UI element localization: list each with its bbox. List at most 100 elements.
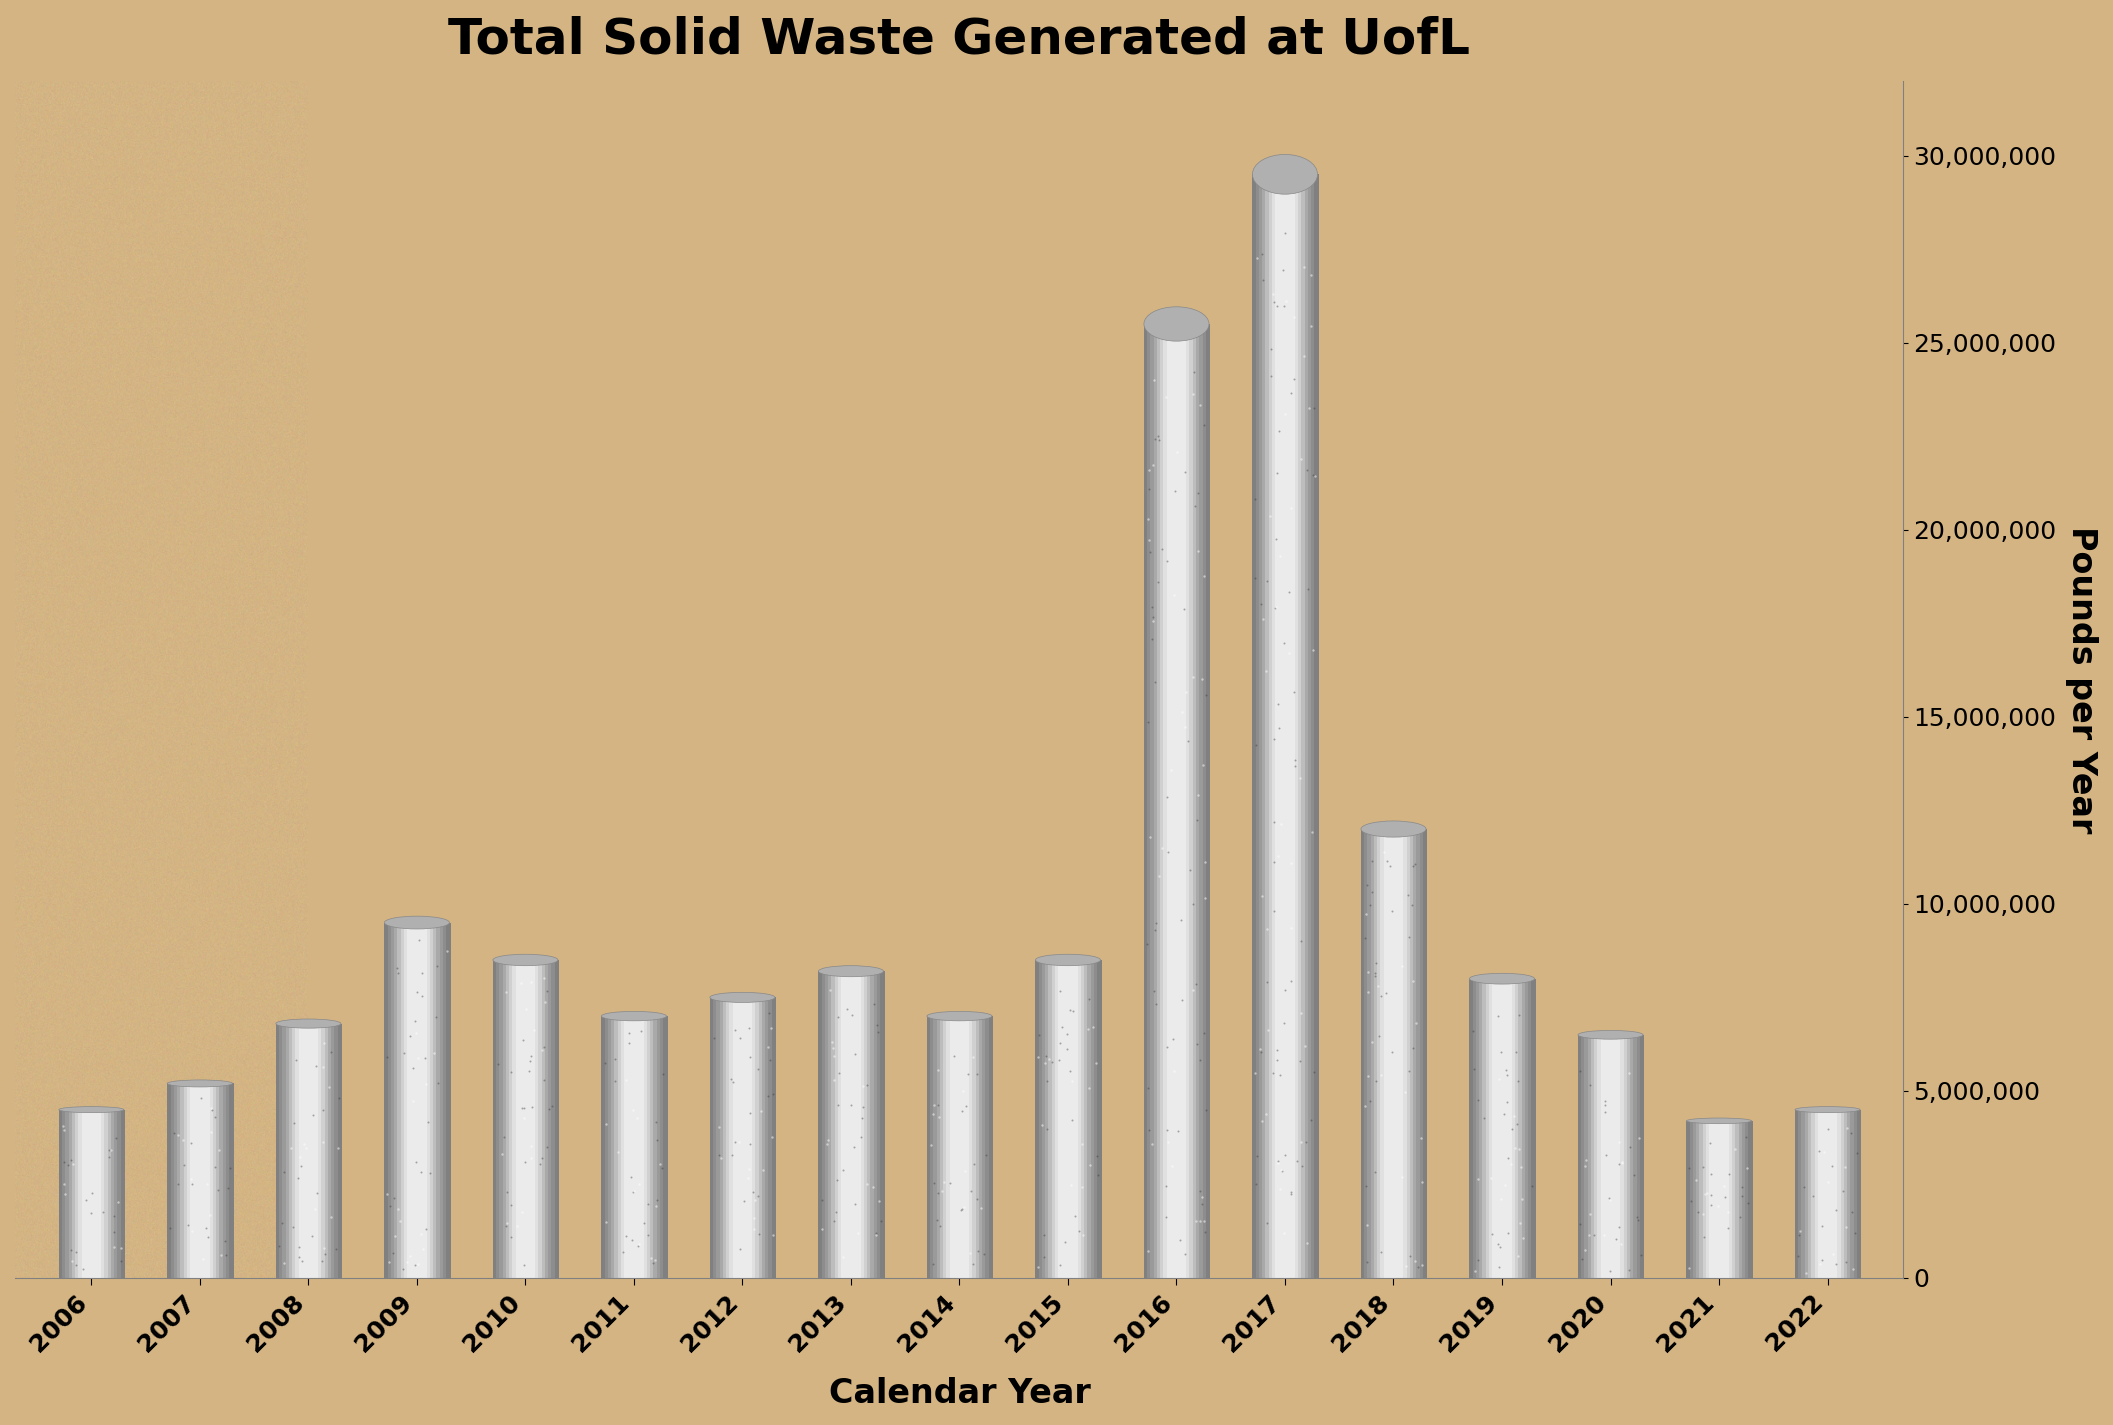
Bar bbox=[1373, 829, 1378, 1278]
Point bbox=[1456, 1020, 1490, 1043]
Point bbox=[401, 929, 435, 952]
Point bbox=[1255, 284, 1289, 306]
Point bbox=[526, 966, 560, 989]
Point bbox=[638, 1194, 672, 1217]
Bar bbox=[547, 960, 551, 1278]
Point bbox=[1295, 1109, 1329, 1131]
Ellipse shape bbox=[1686, 1119, 1752, 1124]
Bar bbox=[520, 960, 524, 1278]
Point bbox=[1359, 962, 1392, 985]
Point bbox=[1604, 1233, 1638, 1255]
Point bbox=[518, 1019, 551, 1042]
Bar bbox=[292, 1023, 296, 1278]
Point bbox=[957, 1253, 991, 1275]
Point bbox=[756, 1083, 790, 1106]
Point bbox=[615, 1228, 649, 1251]
Point bbox=[644, 1156, 678, 1178]
Ellipse shape bbox=[1035, 955, 1101, 966]
Bar bbox=[716, 997, 721, 1278]
Point bbox=[1139, 993, 1173, 1016]
Point bbox=[486, 1126, 520, 1149]
Bar bbox=[1261, 174, 1266, 1278]
Point bbox=[1266, 258, 1299, 281]
Point bbox=[194, 1099, 228, 1121]
Point bbox=[642, 1153, 676, 1176]
Bar bbox=[1253, 174, 1257, 1278]
Point bbox=[1568, 1238, 1602, 1261]
Bar bbox=[1496, 979, 1500, 1278]
Bar bbox=[82, 1110, 87, 1278]
Point bbox=[410, 1073, 444, 1096]
Bar bbox=[440, 922, 444, 1278]
Point bbox=[723, 1130, 756, 1153]
Point bbox=[1177, 979, 1211, 1002]
Point bbox=[1130, 507, 1164, 530]
Point bbox=[862, 1190, 896, 1213]
Bar bbox=[854, 972, 858, 1278]
Point bbox=[1819, 1253, 1853, 1275]
Point bbox=[167, 1154, 201, 1177]
Point bbox=[406, 1238, 440, 1261]
Point bbox=[1261, 717, 1295, 740]
Bar bbox=[759, 997, 763, 1278]
Bar bbox=[934, 1016, 938, 1278]
Point bbox=[505, 1029, 539, 1052]
Point bbox=[949, 1094, 983, 1117]
Bar bbox=[180, 1083, 184, 1278]
Point bbox=[1050, 1022, 1084, 1045]
Point bbox=[1021, 1045, 1054, 1067]
Point bbox=[590, 1210, 623, 1233]
Point bbox=[1188, 413, 1221, 436]
Bar bbox=[623, 1016, 628, 1278]
Bar bbox=[108, 1110, 112, 1278]
Bar bbox=[410, 922, 414, 1278]
Bar bbox=[1035, 960, 1040, 1278]
Bar bbox=[118, 1110, 123, 1278]
Point bbox=[526, 1069, 560, 1092]
Point bbox=[382, 1210, 416, 1233]
Point bbox=[617, 1181, 651, 1204]
Point bbox=[917, 1171, 951, 1194]
Point bbox=[1274, 916, 1308, 939]
Point bbox=[1080, 1164, 1114, 1187]
Point bbox=[171, 1214, 205, 1237]
Point bbox=[1566, 1248, 1600, 1271]
Point bbox=[1481, 1233, 1515, 1255]
Bar bbox=[492, 960, 497, 1278]
Point bbox=[412, 1161, 446, 1184]
Point bbox=[1625, 1244, 1659, 1267]
Point bbox=[1802, 1139, 1836, 1161]
Point bbox=[304, 1250, 338, 1273]
Point bbox=[380, 958, 414, 980]
Point bbox=[482, 1053, 516, 1076]
Bar bbox=[985, 1016, 989, 1278]
Point bbox=[587, 1052, 621, 1074]
Point bbox=[1268, 1012, 1302, 1035]
Point bbox=[378, 1226, 412, 1248]
Point bbox=[856, 1176, 890, 1198]
Bar bbox=[1578, 1035, 1644, 1278]
Point bbox=[1253, 365, 1287, 388]
Bar bbox=[167, 1083, 171, 1278]
Point bbox=[1568, 1154, 1602, 1177]
Bar bbox=[733, 997, 737, 1278]
Point bbox=[190, 1173, 224, 1196]
Point bbox=[1359, 965, 1392, 988]
Point bbox=[1707, 1174, 1741, 1197]
Bar bbox=[528, 960, 532, 1278]
Y-axis label: Pounds per Year: Pounds per Year bbox=[2064, 526, 2098, 834]
Point bbox=[1238, 1062, 1272, 1084]
Point bbox=[1261, 693, 1295, 715]
Bar bbox=[1638, 1035, 1642, 1278]
Point bbox=[1264, 1159, 1297, 1181]
Point bbox=[1507, 1227, 1540, 1250]
Bar bbox=[936, 1016, 940, 1278]
Point bbox=[1693, 1131, 1726, 1154]
Bar bbox=[209, 1083, 213, 1278]
Point bbox=[820, 1168, 854, 1191]
Point bbox=[1475, 1223, 1509, 1245]
Bar bbox=[1046, 960, 1050, 1278]
Point bbox=[397, 1056, 431, 1079]
Point bbox=[934, 1171, 968, 1194]
Ellipse shape bbox=[710, 992, 775, 1002]
